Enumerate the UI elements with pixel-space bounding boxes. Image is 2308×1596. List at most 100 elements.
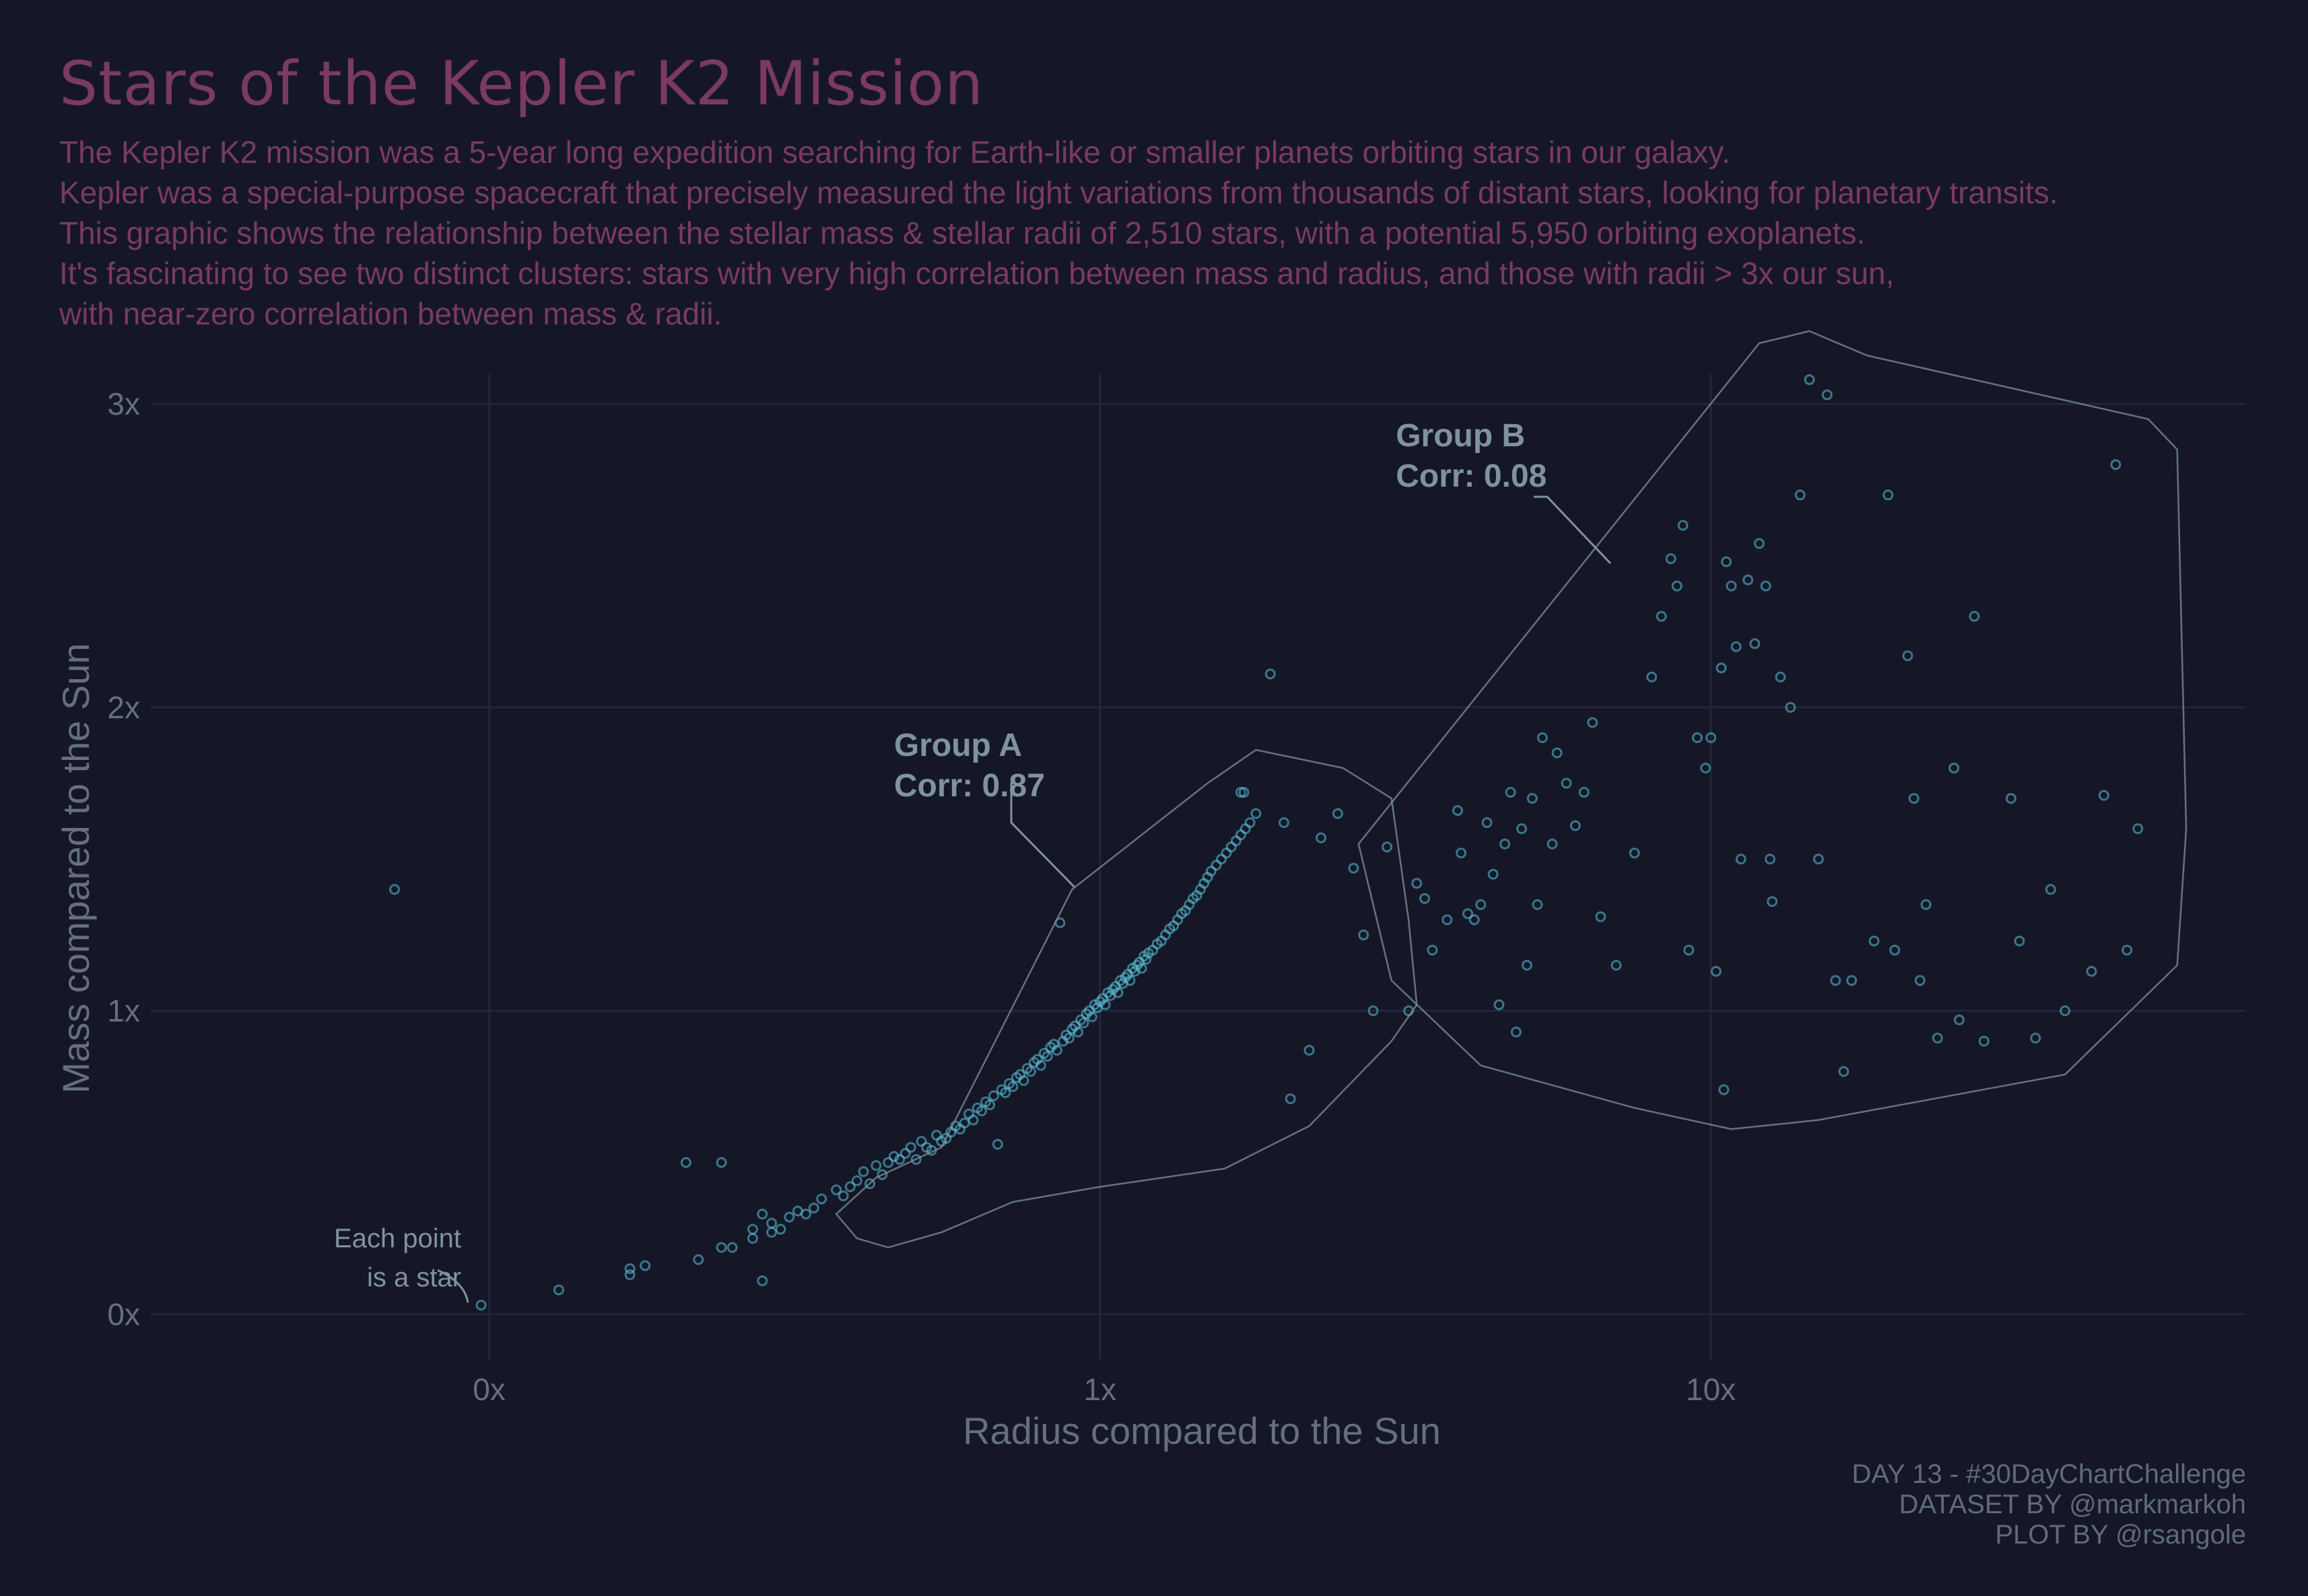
data-point [1367,1005,1379,1016]
data-point [1735,854,1746,865]
group-outlines [835,330,2187,1249]
data-point [1244,817,1256,829]
data-point [1730,641,1742,652]
data-point [1493,999,1505,1010]
data-point [1510,1027,1522,1038]
data-point [1953,1014,1965,1026]
data-point [1516,823,1528,835]
subtitle-line: It's fascinating to see two distinct clu… [59,256,1895,291]
group-a-outline [835,749,1418,1249]
data-point [1072,1027,1083,1038]
data-point [1700,763,1711,773]
data-point [1238,787,1250,798]
data-point [858,1166,869,1177]
data-point [1441,914,1453,926]
data-point [2045,884,2056,895]
data-point [1264,668,1276,680]
data-point [1536,732,1548,743]
data-point [1785,701,1796,713]
data-point [1086,1011,1097,1022]
x-tick-label: 10x [1686,1372,1736,1407]
data-point [1099,999,1111,1010]
data-point [894,1154,906,1165]
data-point [800,1208,811,1220]
chart-subtitle: The Kepler K2 mission was a 5-year long … [59,132,2281,334]
data-point [1765,854,1776,865]
data-point [747,1224,758,1235]
subtitle-line: The Kepler K2 mission was a 5-year long … [59,135,1730,170]
data-point [1677,520,1689,531]
data-point [1749,638,1761,650]
data-point [1332,808,1343,819]
data-point [1499,838,1511,849]
y-axis-ticks: 0x 1x 2x 3x [107,386,140,1331]
data-point [984,1099,996,1111]
subtitle-line: This graphic shows the relationship betw… [59,215,1866,250]
data-point [1882,489,1894,501]
data-point [851,1175,862,1187]
data-point [1920,899,1932,910]
data-point [2060,1005,2071,1016]
chart-title: Stars of the Kepler K2 Mission [59,48,984,119]
data-point [716,1157,727,1168]
data-point [992,1138,1003,1150]
data-point [1141,953,1152,965]
data-point [1726,580,1737,592]
data-point [976,1105,987,1117]
data-point [838,1190,849,1202]
data-point [680,1157,691,1168]
data-point [1358,929,1369,940]
annotations: Group A Corr: 0.87 Group B Corr: 0.08 Each p… [334,418,1612,1303]
group-b-outline [1357,330,2187,1130]
data-point [864,1178,876,1189]
data-point [1481,817,1493,829]
data-point [883,1157,894,1168]
data-point [1646,671,1658,683]
data-point [1691,732,1703,743]
data-point [553,1284,564,1296]
data-point [1830,975,1841,986]
data-point [1456,847,1467,859]
data-point [389,884,401,895]
data-point [1846,975,1858,986]
data-point [1629,847,1640,859]
data-point [988,1090,1000,1101]
data-point [1060,1029,1072,1041]
data-point [1705,732,1717,743]
y-tick-label: 1x [107,994,140,1029]
data-point [1753,538,1765,549]
data-point [808,1202,819,1214]
data-point [766,1218,778,1229]
data-point [1767,896,1778,907]
data-point [816,1193,827,1205]
data-point [2014,935,2025,946]
x-axis-label: Radius compared to the Sun [963,1410,1441,1452]
data-point [1683,944,1695,956]
data-point [1025,1066,1036,1077]
data-point [1671,580,1683,592]
data-point [1505,787,1516,798]
data-point [1063,1033,1075,1044]
data-point [877,1169,888,1181]
group-label: Group B [1396,418,1525,454]
data-point [1042,1051,1053,1062]
data-point [1760,580,1771,592]
data-point [1547,838,1558,849]
data-point [1475,899,1487,910]
data-point [1569,820,1581,831]
data-point [1278,817,1289,829]
group-corr-label: Corr: 0.87 [894,768,1045,804]
group-label: Group A [894,728,1022,763]
data-point [624,1269,636,1280]
data-point [831,1184,842,1195]
data-point [2110,459,2122,471]
data-point [693,1254,704,1265]
data-point [2098,790,2109,801]
data-point [1902,650,1913,662]
data-point [1908,793,1920,804]
note-label: is a star [367,1263,461,1292]
x-tick-label: 0x [473,1372,506,1407]
data-point [1285,1093,1296,1105]
note-label: Each point [334,1224,461,1253]
data-points [389,374,2144,1311]
